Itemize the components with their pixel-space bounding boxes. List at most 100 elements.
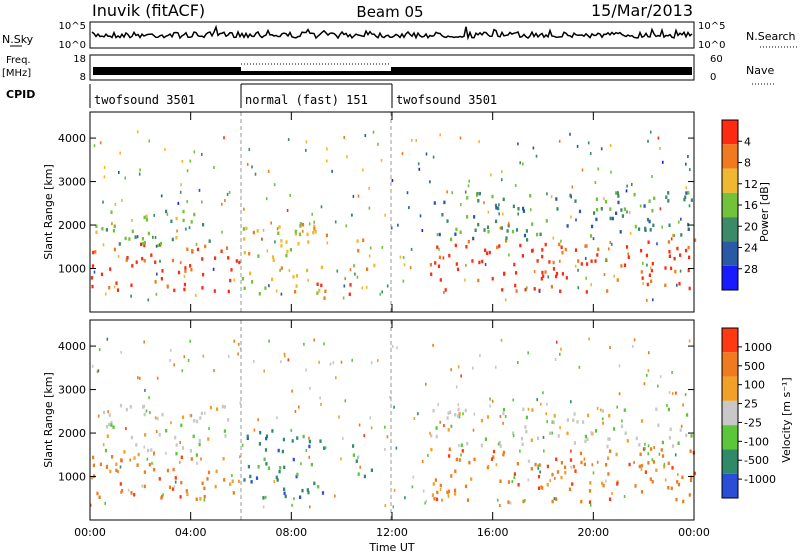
- heatmap-cell: [227, 418, 230, 422]
- velocity-colorbar: -1000 -500 -100 -25 25 100 500 1000: [721, 327, 776, 499]
- heatmap-cell: [641, 276, 644, 280]
- heatmap-cell: [397, 223, 399, 227]
- heatmap-cell: [141, 484, 143, 488]
- heatmap-cell: [363, 434, 365, 438]
- heatmap-cell: [129, 458, 131, 462]
- heatmap-cell: [647, 461, 650, 465]
- heatmap-cell: [661, 225, 663, 229]
- heatmap-cell: [600, 147, 603, 151]
- heatmap-cell: [436, 233, 439, 237]
- heatmap-cell: [257, 418, 259, 422]
- heatmap-cell: [108, 286, 111, 290]
- heatmap-cell: [641, 419, 644, 423]
- heatmap-cell: [546, 483, 549, 487]
- heatmap-cell: [203, 494, 206, 499]
- heatmap-cell: [640, 248, 643, 253]
- heatmap-cell: [688, 255, 691, 260]
- heatmap-cell: [606, 444, 609, 449]
- heatmap-cell: [542, 435, 545, 439]
- heatmap-cell: [526, 286, 528, 290]
- heatmap-cell: [635, 436, 638, 441]
- heatmap-cell: [103, 410, 106, 415]
- heatmap-cell: [447, 494, 450, 498]
- heatmap-cell: [663, 462, 666, 466]
- heatmap-cell: [153, 452, 155, 456]
- heatmap-cell: [466, 215, 469, 219]
- heatmap-cell: [560, 461, 563, 465]
- heatmap-cell: [334, 220, 337, 224]
- heatmap-cell: [172, 467, 175, 472]
- heatmap-cell: [165, 209, 168, 214]
- heatmap-cell: [436, 245, 439, 249]
- heatmap-cell: [324, 289, 327, 293]
- heatmap-cell: [200, 457, 202, 461]
- heatmap-cell: [596, 253, 599, 257]
- heatmap-cell: [515, 289, 518, 293]
- heatmap-cell: [225, 246, 229, 250]
- heatmap-cell: [533, 270, 536, 274]
- heatmap-cell: [675, 391, 677, 395]
- heatmap-cell: [642, 447, 646, 451]
- heatmap-cell: [651, 261, 654, 266]
- heatmap-cell: [116, 288, 120, 292]
- heatmap-cell: [659, 147, 661, 150]
- heatmap-cell: [651, 480, 654, 484]
- heatmap-cell: [660, 448, 663, 452]
- heatmap-cell: [296, 436, 299, 440]
- heatmap-cell: [131, 229, 134, 234]
- heatmap-cell: [649, 266, 652, 270]
- heatmap-cell: [588, 489, 592, 493]
- heatmap-cell: [370, 361, 373, 365]
- heatmap-cell: [513, 476, 516, 479]
- heatmap-cell: [457, 403, 460, 407]
- heatmap-cell: [156, 416, 159, 421]
- heatmap-cell: [105, 228, 108, 232]
- noise-trace: [91, 24, 693, 41]
- heatmap-cell: [555, 271, 559, 276]
- heatmap-cell: [450, 237, 453, 242]
- heatmap-cell: [478, 140, 480, 144]
- heatmap-cell: [633, 461, 635, 464]
- x-tick-label: 16:00: [477, 526, 509, 539]
- heatmap-cell: [467, 184, 470, 188]
- heatmap-cell: [412, 475, 415, 479]
- heatmap-cell: [195, 419, 199, 424]
- heatmap-cell: [522, 206, 525, 211]
- heatmap-cell: [409, 266, 412, 270]
- heatmap-cell: [182, 218, 185, 223]
- heatmap-cell: [442, 256, 445, 260]
- heatmap-cell: [454, 243, 457, 248]
- heatmap-cell: [508, 222, 510, 226]
- heatmap-cell: [326, 147, 328, 151]
- heatmap-cell: [588, 337, 590, 341]
- heatmap-cell: [501, 170, 503, 174]
- heatmap-cell: [541, 248, 544, 252]
- heatmap-cell: [499, 444, 502, 448]
- heatmap-cell: [559, 426, 561, 430]
- heatmap-cell: [325, 233, 328, 238]
- heatmap-cell: [486, 415, 490, 419]
- heatmap-cell: [275, 475, 278, 480]
- heatmap-cell: [108, 422, 111, 427]
- heatmap-cell: [522, 407, 525, 411]
- heatmap-cell: [171, 258, 175, 263]
- heatmap-cell: [94, 250, 97, 254]
- heatmap-cell: [128, 237, 131, 241]
- heatmap-cell: [238, 479, 240, 483]
- heatmap-cell: [120, 350, 122, 354]
- heatmap-cell: [96, 370, 99, 374]
- heatmap-cell: [195, 453, 198, 457]
- heatmap-cell: [633, 192, 636, 197]
- heatmap-cell: [184, 266, 187, 270]
- heatmap-cell: [105, 292, 107, 296]
- heatmap-cell: [147, 298, 150, 302]
- heatmap-cell: [403, 263, 406, 267]
- heatmap-cell: [564, 247, 567, 252]
- heatmap-cell: [143, 215, 146, 220]
- heatmap-cell: [373, 263, 376, 268]
- heatmap-cell: [264, 286, 267, 290]
- heatmap-cell: [310, 462, 313, 467]
- heatmap-cell: [499, 479, 502, 483]
- x-tick-label: 08:00: [275, 526, 307, 539]
- heatmap-cell: [573, 412, 576, 416]
